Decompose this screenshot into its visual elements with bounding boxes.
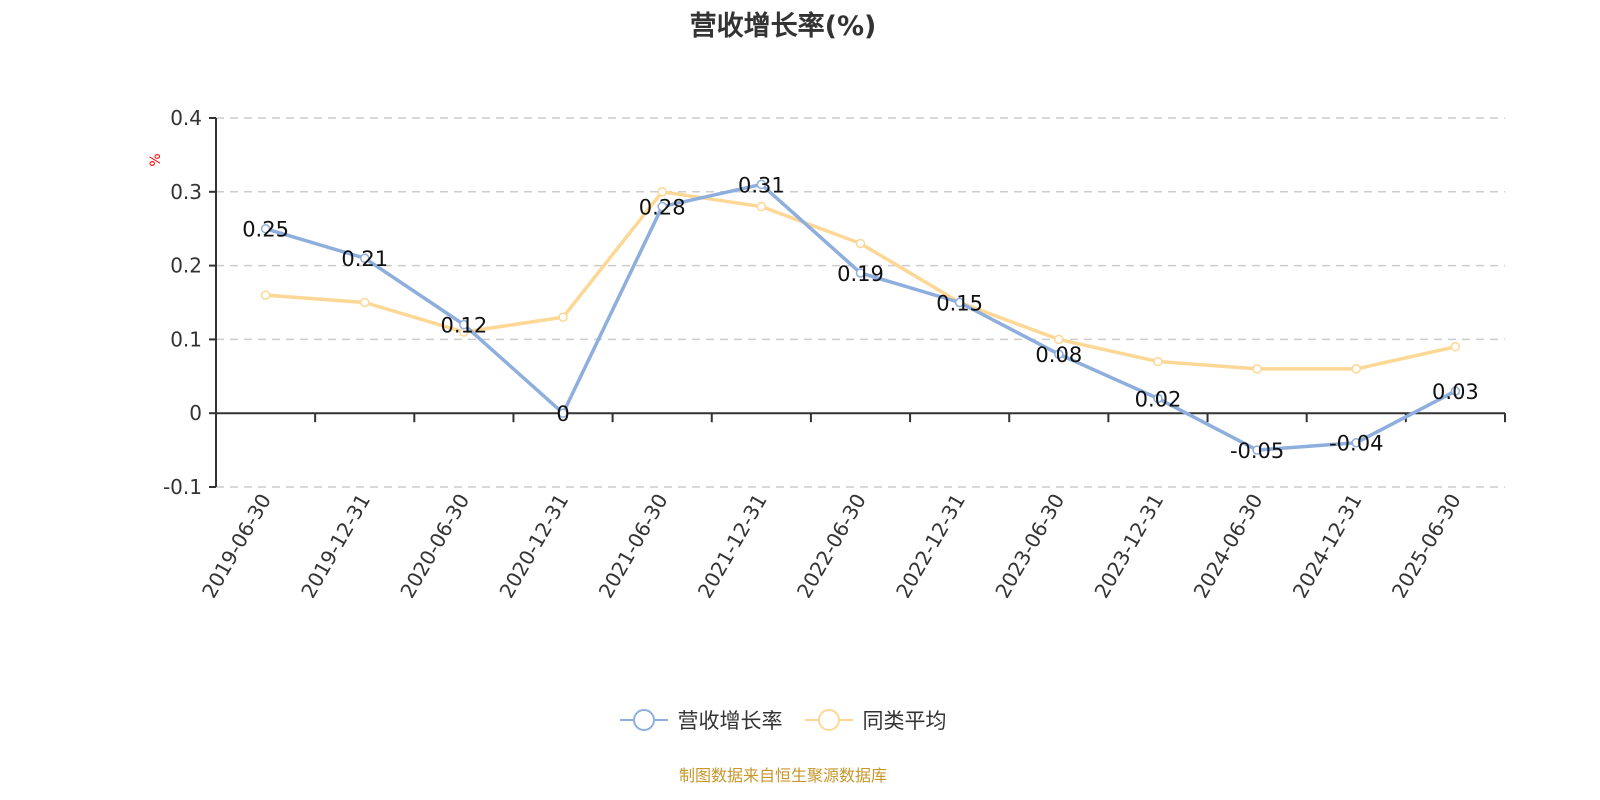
data-point[interactable] (657, 201, 667, 212)
y-tick-label: 0.3 (170, 180, 202, 204)
data-point[interactable] (1153, 356, 1163, 367)
data-point[interactable] (558, 408, 568, 418)
data-point[interactable] (459, 319, 469, 330)
data-label: 0.02 (1135, 387, 1182, 411)
data-point[interactable] (1054, 349, 1064, 359)
x-tick-label: 2020-06-30 (395, 490, 474, 603)
data-point[interactable] (1153, 393, 1163, 404)
data-label: 0 (556, 402, 569, 426)
x-tick-label: 2019-06-30 (197, 490, 276, 603)
y-tick-label: -0.1 (163, 475, 202, 499)
data-point[interactable] (558, 312, 568, 323)
data-point[interactable] (756, 179, 767, 190)
x-tick-label: 2025-06-30 (1387, 490, 1466, 603)
x-tick-label: 2021-12-31 (693, 490, 772, 603)
data-point[interactable] (954, 297, 965, 308)
data-point[interactable] (1252, 364, 1262, 374)
data-point[interactable] (260, 223, 271, 234)
legend-line-circle-icon (619, 709, 668, 731)
grid-lines (216, 117, 1505, 488)
data-label: -0.05 (1230, 439, 1284, 463)
data-label: 0.08 (1035, 343, 1082, 367)
x-tick-label: 2020-12-31 (494, 490, 573, 603)
data-point[interactable] (657, 187, 667, 197)
legend-label: 营收增长率 (677, 709, 783, 733)
y-axis-unit-label: % (148, 153, 164, 166)
y-axis: -0.1 0 0.1 0.2 0.3 0.4% (148, 106, 217, 499)
data-point[interactable] (359, 297, 370, 308)
x-tick-label: 2023-06-30 (990, 490, 1069, 603)
x-tick-label: 2024-12-31 (1288, 490, 1367, 603)
data-label: 0.12 (441, 314, 488, 338)
data-point[interactable] (756, 201, 767, 212)
data-point[interactable] (1351, 364, 1362, 374)
data-labels: 0.25 0.21 0.12 0 0.28 0.31 0.19 0.15 0.08 0.02 -0.… (242, 173, 1479, 463)
series-layer (260, 179, 1461, 455)
chart-title: 营收增长率(%) (689, 11, 877, 42)
data-label: 0.03 (1432, 380, 1479, 404)
x-axis: 2019-06-30 2019-12-31 2020-06-30 2020-12-31… (197, 412, 1506, 603)
data-point[interactable] (1450, 386, 1461, 396)
x-tick-label: 2021-06-30 (594, 490, 673, 603)
data-point[interactable] (1351, 437, 1362, 448)
data-source-note: 制图数据来自恒生聚源数据库 (678, 766, 887, 785)
data-label: 0.19 (837, 262, 884, 286)
data-point[interactable] (1054, 334, 1064, 345)
y-tick-label: 0.1 (170, 327, 202, 351)
data-label: 0.21 (341, 247, 388, 271)
y-tick-label: 0.4 (170, 106, 202, 130)
data-point[interactable] (1252, 445, 1262, 455)
legend-item-revenue-growth[interactable]: 营收增长率 (619, 705, 783, 735)
x-tick-label: 2022-06-30 (792, 490, 871, 603)
legend-item-peer-average[interactable]: 同类平均 (804, 705, 947, 735)
legend-line-circle-icon (804, 709, 853, 731)
data-label: 0.31 (738, 173, 785, 197)
x-tick-label: 2019-12-31 (296, 490, 375, 603)
data-point[interactable] (359, 253, 370, 263)
data-label: -0.04 (1329, 432, 1383, 456)
data-label: 0.15 (936, 292, 983, 316)
y-tick-label: 0 (189, 401, 202, 425)
y-tick-label: 0.2 (170, 254, 202, 278)
x-tick-label: 2022-12-31 (891, 490, 970, 603)
data-point[interactable] (260, 290, 271, 300)
legend: 营收增长率 同类平均 (0, 705, 1566, 735)
legend-label: 同类平均 (862, 709, 947, 733)
x-tick-label: 2023-12-31 (1089, 490, 1168, 603)
x-tick-label: 2024-06-30 (1189, 490, 1268, 603)
data-point[interactable] (855, 268, 866, 278)
data-point[interactable] (855, 238, 866, 249)
data-label: 0.28 (639, 196, 686, 220)
data-point[interactable] (1450, 342, 1461, 352)
data-label: 0.25 (242, 218, 289, 242)
